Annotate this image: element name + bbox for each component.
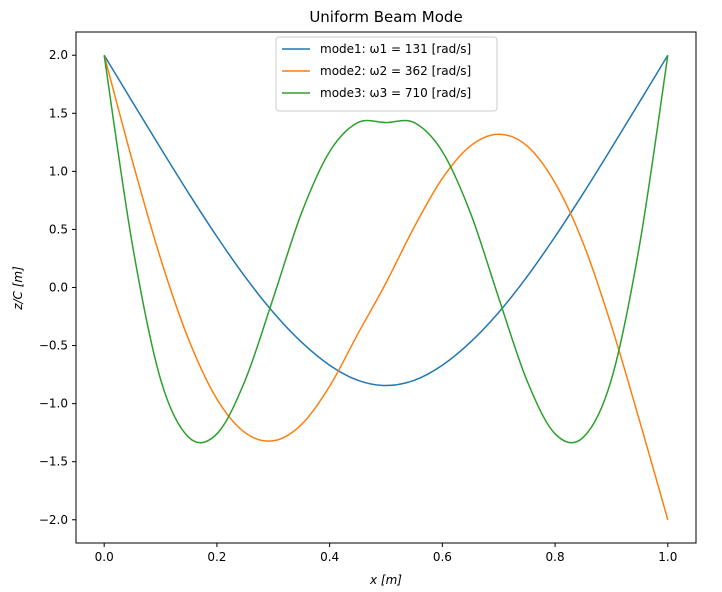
series-line-mode1: [103, 54, 669, 387]
y-tick-label: 0.5: [49, 222, 68, 236]
y-tick-label: 0.0: [49, 281, 68, 295]
y-tick-label: 1.5: [49, 106, 68, 120]
legend-label-mode3: mode3: ω3 = 710 [rad/s]: [320, 86, 471, 100]
x-tick-label: 0.0: [95, 550, 114, 564]
y-tick-label: 2.0: [49, 48, 68, 62]
x-tick-label: 0.6: [433, 550, 452, 564]
x-tick-label: 0.4: [320, 550, 339, 564]
series-line-mode3: [103, 55, 669, 444]
legend-box: [275, 36, 498, 112]
chart-title: Uniform Beam Mode: [309, 8, 462, 26]
x-axis-label: x [m]: [369, 573, 402, 587]
y-tick-label: 1.0: [49, 164, 68, 178]
legend-label-mode2: mode2: ω2 = 362 [rad/s]: [320, 64, 471, 78]
legend-label-mode1: mode1: ω1 = 131 [rad/s]: [320, 42, 471, 56]
axis-ticks: 0.0 0.2 0.4 0.6 0.8 1.0 −2.0 −1.5 −1.0 −0.5 0.0 0.5…: [39, 48, 678, 564]
x-tick-label: 1.0: [658, 550, 677, 564]
y-axis-label: z/C [m]: [11, 266, 25, 311]
y-tick-label: −1.5: [39, 455, 68, 469]
y-tick-label: −2.0: [39, 513, 68, 527]
x-tick-label: 0.2: [207, 550, 226, 564]
series-line-mode2: [103, 55, 669, 520]
x-tick-label: 0.8: [546, 550, 565, 564]
y-tick-label: −0.5: [39, 339, 68, 353]
plot-area: [103, 54, 669, 520]
legend: mode1: ω1 = 131 [rad/s] mode2: ω2 = 362 […: [275, 36, 498, 112]
y-tick-label: −1.0: [39, 397, 68, 411]
